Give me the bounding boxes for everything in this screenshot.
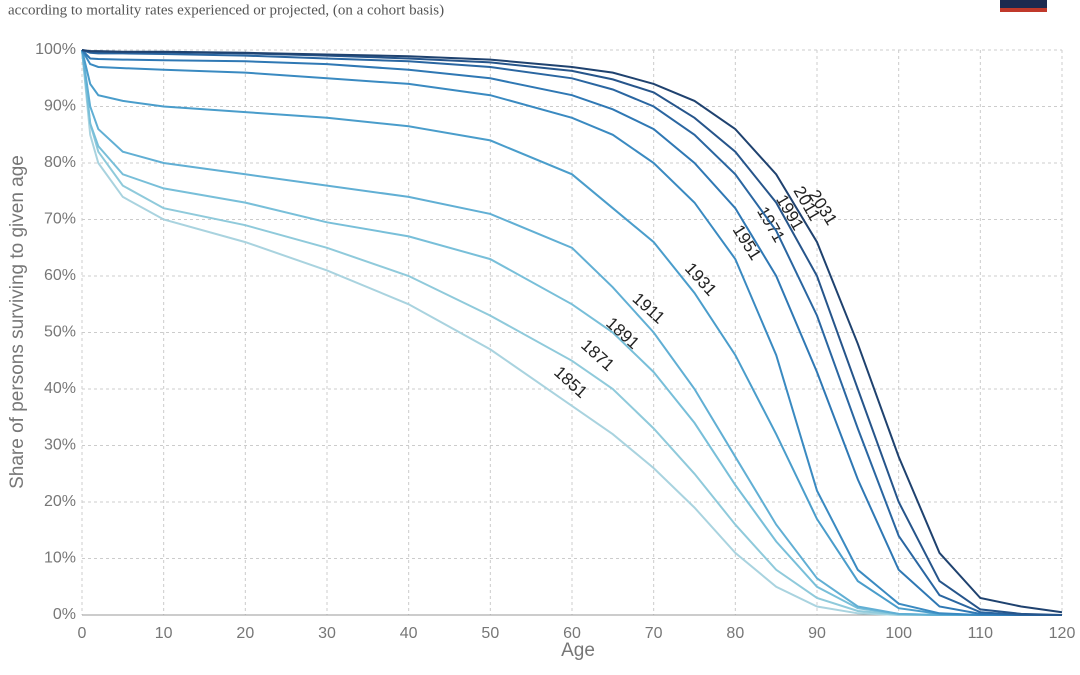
x-axis-label: Age — [561, 640, 595, 661]
series-label: 1891 — [602, 314, 643, 353]
y-tick-label: 70% — [44, 211, 76, 228]
y-tick-label: 10% — [44, 550, 76, 567]
x-tick-label: 30 — [318, 625, 336, 642]
x-tick-label: 50 — [481, 625, 499, 642]
y-axis-label: Share of persons surviving to given age — [7, 155, 28, 489]
y-tick-label: 0% — [53, 606, 76, 623]
chart-subtitle: according to mortality rates experienced… — [8, 2, 444, 18]
y-tick-label: 80% — [44, 154, 76, 171]
x-tick-label: 90 — [808, 625, 826, 642]
y-tick-label: 20% — [44, 493, 76, 510]
y-tick-label: 40% — [44, 380, 76, 397]
series-line — [81, 49, 1062, 616]
y-tick-label: 90% — [44, 98, 76, 115]
logo — [1000, 0, 1047, 8]
series-label: 1911 — [629, 289, 669, 328]
x-tick-label: 20 — [236, 625, 254, 642]
series-line — [81, 49, 1062, 616]
x-tick-label: 110 — [968, 625, 994, 642]
y-tick-label: 100% — [35, 41, 76, 58]
x-tick-label: 100 — [885, 625, 912, 642]
series-label: 1931 — [681, 259, 720, 300]
y-tick-label: 60% — [44, 267, 76, 284]
y-tick-label: 50% — [44, 324, 76, 341]
series-line — [81, 49, 1063, 614]
series-line — [81, 49, 1062, 616]
x-tick-label: 10 — [155, 625, 173, 642]
logo-stripe — [1000, 8, 1047, 12]
x-tick-label: 60 — [563, 625, 581, 642]
x-tick-label: 0 — [78, 625, 87, 642]
series-line — [81, 49, 1062, 616]
x-tick-label: 40 — [400, 625, 418, 642]
y-tick-label: 30% — [44, 437, 76, 454]
x-tick-label: 120 — [1049, 625, 1076, 642]
x-tick-label: 70 — [645, 625, 663, 642]
x-tick-label: 80 — [726, 625, 744, 642]
series-line — [81, 49, 1062, 616]
